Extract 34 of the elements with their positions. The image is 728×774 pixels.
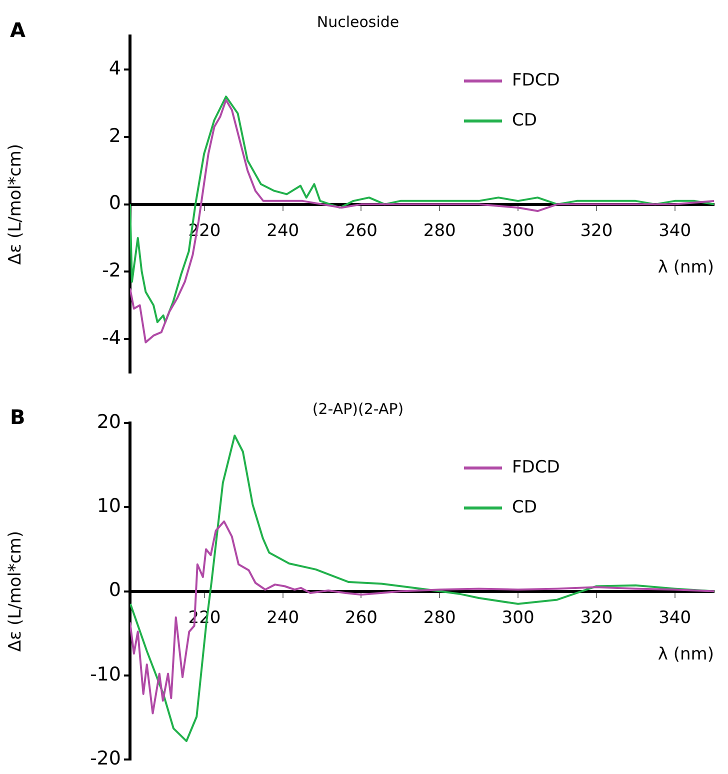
y-tick-label: 4 bbox=[108, 58, 121, 80]
y-tick-label: 2 bbox=[108, 124, 121, 147]
x-axis-title: λ (nm) bbox=[658, 257, 714, 278]
y-tick-label: -20 bbox=[90, 748, 121, 770]
x-tick-label: 300 bbox=[502, 608, 534, 628]
legend-label: CD bbox=[512, 497, 537, 518]
y-tick-label: -10 bbox=[90, 663, 121, 686]
y-tick-label: -2 bbox=[102, 260, 121, 282]
x-tick-label: 320 bbox=[580, 608, 613, 628]
y-tick-label: 0 bbox=[108, 579, 121, 602]
y-tick-label: 10 bbox=[96, 495, 121, 518]
x-tick-label: 300 bbox=[502, 220, 534, 241]
x-tick-label: 340 bbox=[658, 608, 692, 628]
x-tick-label: 320 bbox=[580, 220, 613, 241]
y-tick-label: 20 bbox=[96, 410, 121, 433]
y-axis-title: Δε (L/mol*cm) bbox=[6, 530, 26, 652]
x-tick-label: 340 bbox=[658, 220, 692, 241]
text: A bbox=[10, 18, 26, 42]
x-tick-label: 280 bbox=[423, 220, 456, 241]
y-tick-label: 0 bbox=[108, 192, 121, 214]
x-tick-label: 240 bbox=[266, 608, 300, 628]
legend-label: FDCD bbox=[512, 70, 560, 90]
x-tick-label: 240 bbox=[266, 220, 300, 241]
y-tick-label: -4 bbox=[102, 326, 121, 349]
x-tick-label: 280 bbox=[423, 608, 456, 628]
chart-title: Nucleoside bbox=[316, 12, 400, 31]
y-axis-title: Δε (L/mol*cm) bbox=[6, 144, 26, 265]
x-tick-label: 260 bbox=[345, 608, 378, 628]
chart-title: (2-AP)(2-AP) bbox=[312, 400, 404, 418]
x-tick-label: 260 bbox=[345, 220, 378, 241]
legend-label: CD bbox=[512, 110, 537, 130]
text: B bbox=[10, 405, 26, 430]
x-axis-title: λ (nm) bbox=[658, 644, 714, 664]
legend-label: FDCD bbox=[512, 457, 560, 478]
